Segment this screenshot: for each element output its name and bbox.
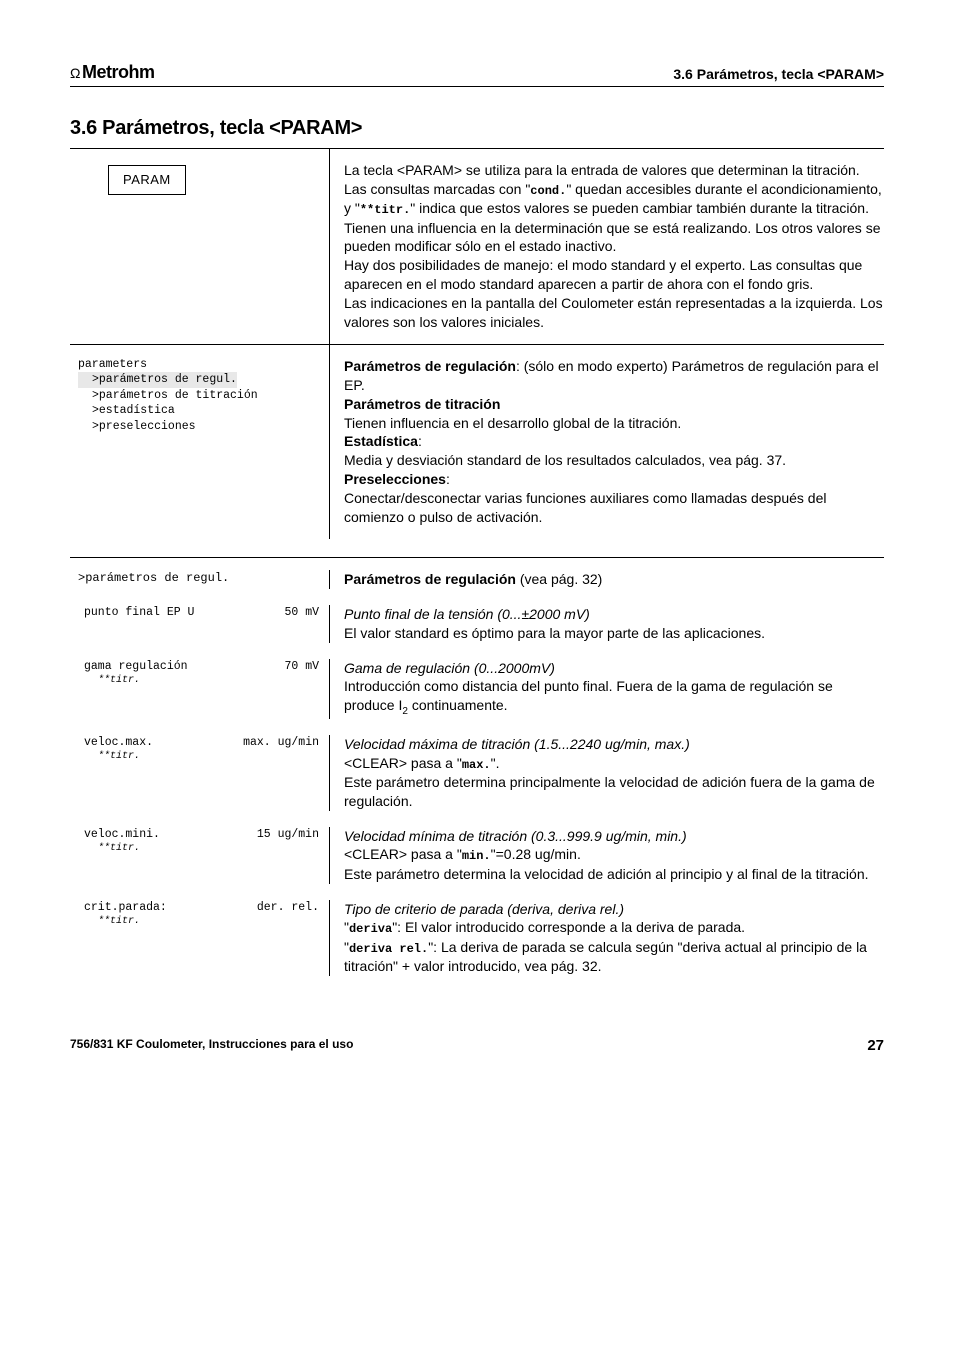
row-veloc-max: veloc.max. max. ug/min **titr. Velocidad … <box>70 735 884 811</box>
menu-item-regul: >parámetros de regul. <box>78 372 237 388</box>
r4-mono: min. <box>462 849 491 863</box>
r3-right: Velocidad máxima de titración (1.5...224… <box>330 735 884 811</box>
r4-ital: Velocidad mínima de titración (0.3...999… <box>344 828 687 844</box>
r3-txt3: Este parámetro determina principalmente … <box>344 774 875 809</box>
intro-t5: Las indicaciones en la pantalla del Coul… <box>344 294 884 332</box>
r1-txt: El valor standard es óptimo para la mayo… <box>344 625 765 641</box>
r2-right: Gama de regulación (0...2000mV) Introduc… <box>330 659 884 719</box>
r5-value: der. rel. <box>257 900 319 916</box>
row-punto-final: punto final EP U 50 mV Punto final de la … <box>70 605 884 643</box>
menu-left: parameters >parámetros de regul. >paráme… <box>70 345 330 539</box>
r2-note: **titr. <box>70 674 319 688</box>
row-gama-regulacion: gama regulación 70 mV **titr. Gama de reg… <box>70 659 884 719</box>
intro-cond: cond. <box>530 184 566 198</box>
r5-label: crit.parada: <box>84 900 167 916</box>
r3-mono: max. <box>462 758 491 772</box>
footer-page-number: 27 <box>867 1036 884 1056</box>
r1-value: 50 mV <box>284 605 319 621</box>
menu-desc-t3: Media y desviación standard de los resul… <box>344 452 786 468</box>
intro-titr: **titr. <box>360 203 410 217</box>
page-header: ΩMetrohm 3.6 Parámetros, tecla <PARAM> <box>70 60 884 87</box>
r4-txt1: <CLEAR> pasa a " <box>344 846 462 862</box>
menu-item-estadistica: >estadística <box>78 403 175 419</box>
r2-value: 70 mV <box>284 659 319 675</box>
r5-ital: Tipo de criterio de parada (deriva, deri… <box>344 901 624 917</box>
r3-ital: Velocidad máxima de titración (1.5...224… <box>344 736 690 752</box>
section-title: 3.6 Parámetros, tecla <PARAM> <box>70 115 884 142</box>
r5-left: crit.parada: der. rel. **titr. <box>70 900 330 976</box>
intro-row: PARAM La tecla <PARAM> se utiliza para l… <box>70 148 884 344</box>
r1-left: punto final EP U 50 mV <box>70 605 330 643</box>
menu-desc-h4: Preselecciones <box>344 471 446 487</box>
menu-head: parameters <box>78 357 319 373</box>
r2-txt2: continuamente. <box>408 697 508 713</box>
intro-left: PARAM <box>70 149 330 344</box>
param-key-box: PARAM <box>108 165 186 195</box>
menu-right: Parámetros de regulación: (sólo en modo … <box>330 345 884 539</box>
r1-right: Punto final de la tensión (0...±2000 mV)… <box>330 605 884 643</box>
menu-desc-h1: Parámetros de regulación <box>344 358 516 374</box>
regul-right-head: Parámetros de regulación (vea pág. 32) <box>330 570 884 589</box>
row-veloc-mini: veloc.mini. 15 ug/min **titr. Velocidad m… <box>70 827 884 884</box>
r4-value: 15 ug/min <box>257 827 319 843</box>
r3-txt2: ". <box>491 755 500 771</box>
r2-label: gama regulación <box>84 659 188 675</box>
r5-right: Tipo de criterio de parada (deriva, deri… <box>330 900 884 976</box>
regul-section: >parámetros de regul. Parámetros de regu… <box>70 557 884 976</box>
r3-value: max. ug/min <box>243 735 319 751</box>
r5-mono1: deriva <box>349 922 392 936</box>
r2-ital: Gama de regulación (0...2000mV) <box>344 660 555 676</box>
r5-t1b: ": El valor introducido corresponde a la… <box>392 919 745 935</box>
menu-desc-t4: Conectar/desconectar varias funciones au… <box>344 490 826 525</box>
page-footer: 756/831 KF Coulometer, Instrucciones par… <box>70 1036 884 1056</box>
brand-logo: ΩMetrohm <box>70 60 154 84</box>
row-crit-parada: crit.parada: der. rel. **titr. Tipo de cr… <box>70 900 884 976</box>
r3-label: veloc.max. <box>84 735 153 751</box>
r4-txt3: Este parámetro determina la velocidad de… <box>344 866 869 882</box>
intro-right: La tecla <PARAM> se utiliza para la entr… <box>330 149 884 344</box>
menu-desc-h2: Parámetros de titración <box>344 396 500 412</box>
r3-left: veloc.max. max. ug/min **titr. <box>70 735 330 811</box>
r4-right: Velocidad mínima de titración (0.3...999… <box>330 827 884 884</box>
menu-desc-h3: Estadística <box>344 433 418 449</box>
regul-right-suffix: (vea pág. 32) <box>516 571 602 587</box>
footer-left: 756/831 KF Coulometer, Instrucciones par… <box>70 1036 353 1056</box>
r5-mono2: deriva rel. <box>349 942 428 956</box>
regul-right-bold: Parámetros de regulación <box>344 571 516 587</box>
r4-note: **titr. <box>70 842 319 856</box>
intro-t4: Hay dos posibilidades de manejo: el modo… <box>344 256 884 294</box>
regul-left-head: >parámetros de regul. <box>70 570 330 589</box>
r3-note: **titr. <box>70 750 319 764</box>
r1-ital: Punto final de la tensión (0...±2000 mV) <box>344 606 590 622</box>
menu-row: parameters >parámetros de regul. >paráme… <box>70 344 884 539</box>
brand-text: Metrohm <box>82 62 155 82</box>
menu-item-preselecciones: >preselecciones <box>78 419 196 435</box>
brand-icon: Ω <box>70 65 80 81</box>
menu-desc-t2: Tienen influencia en el desarrollo globa… <box>344 415 681 431</box>
r5-note: **titr. <box>70 915 319 929</box>
menu-item-titracion: >parámetros de titración <box>78 388 258 404</box>
r4-txt2: "=0.28 ug/min. <box>491 846 581 862</box>
r1-label: punto final EP U <box>84 605 194 621</box>
intro-t3: " indica que estos valores se pueden cam… <box>344 200 880 254</box>
regul-left-label: >parámetros de regul. <box>78 571 229 585</box>
r3-txt1: <CLEAR> pasa a " <box>344 755 462 771</box>
r4-left: veloc.mini. 15 ug/min **titr. <box>70 827 330 884</box>
r2-left: gama regulación 70 mV **titr. <box>70 659 330 719</box>
r4-label: veloc.mini. <box>84 827 160 843</box>
header-right: 3.6 Parámetros, tecla <PARAM> <box>673 65 884 84</box>
